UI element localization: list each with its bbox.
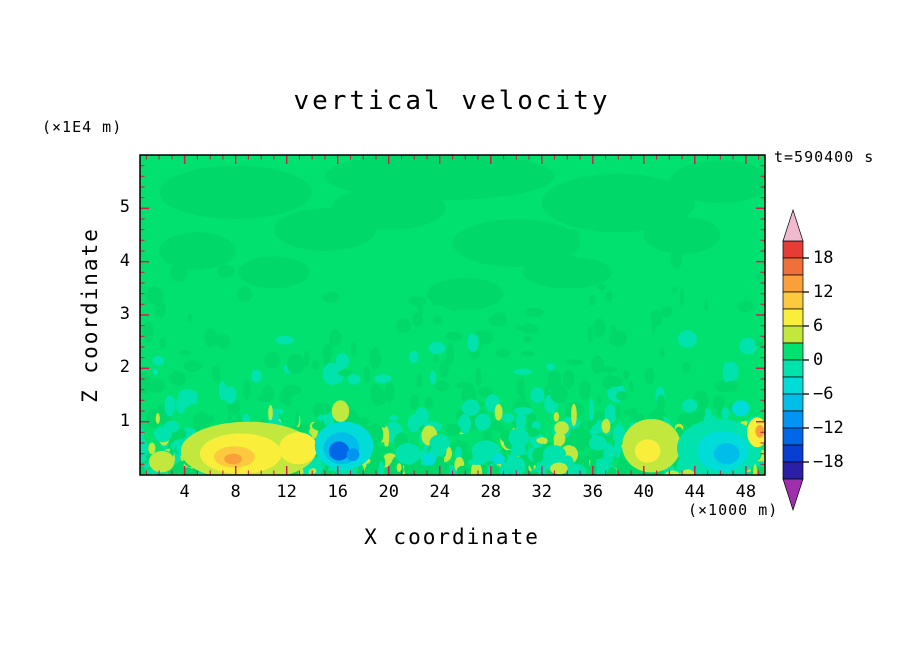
z-tick-label: 1 xyxy=(119,410,130,431)
x-tick-label: 8 xyxy=(230,482,241,502)
x-tick-label: 28 xyxy=(480,482,501,502)
x-tick-label: 44 xyxy=(684,482,706,502)
y-axis-unit-label: (×1E4 m) xyxy=(42,118,123,136)
time-stamp-label: t=590400 s xyxy=(774,148,875,166)
chart-title: vertical velocity xyxy=(293,86,611,116)
x-tick-label: 20 xyxy=(378,482,399,502)
colorbar-tick-label: 12 xyxy=(813,282,834,302)
colorbar-arrow-bottom xyxy=(782,478,804,512)
x-tick-label: 48 xyxy=(735,482,757,502)
x-tick-label: 36 xyxy=(582,482,604,502)
x-tick-label: 24 xyxy=(429,482,450,502)
colorbar-tick-label: −6 xyxy=(813,384,834,404)
x-axis-unit-label: (×1000 m) xyxy=(688,501,779,519)
colorbar-tick-label: 0 xyxy=(813,350,824,370)
contour-field-svg xyxy=(140,155,765,475)
x-tick-label: 32 xyxy=(531,482,553,502)
colorbar-tick-label: −12 xyxy=(813,418,844,438)
x-tick-label: 16 xyxy=(327,482,348,502)
x-tick-label: 4 xyxy=(179,482,190,502)
z-tick-label: 5 xyxy=(119,197,130,218)
colorbar-tick-label: −18 xyxy=(813,452,844,472)
x-tick-label: 12 xyxy=(276,482,297,502)
colorbar-tick-label: 18 xyxy=(813,248,834,268)
colorbar-arrow-top xyxy=(782,208,804,242)
colorbar xyxy=(782,208,809,512)
colorbar-tick-label: 6 xyxy=(813,316,824,336)
y-axis-title: Z coordinate xyxy=(78,227,102,403)
x-axis-title: X coordinate xyxy=(364,525,540,549)
x-tick-label: 40 xyxy=(633,482,655,502)
